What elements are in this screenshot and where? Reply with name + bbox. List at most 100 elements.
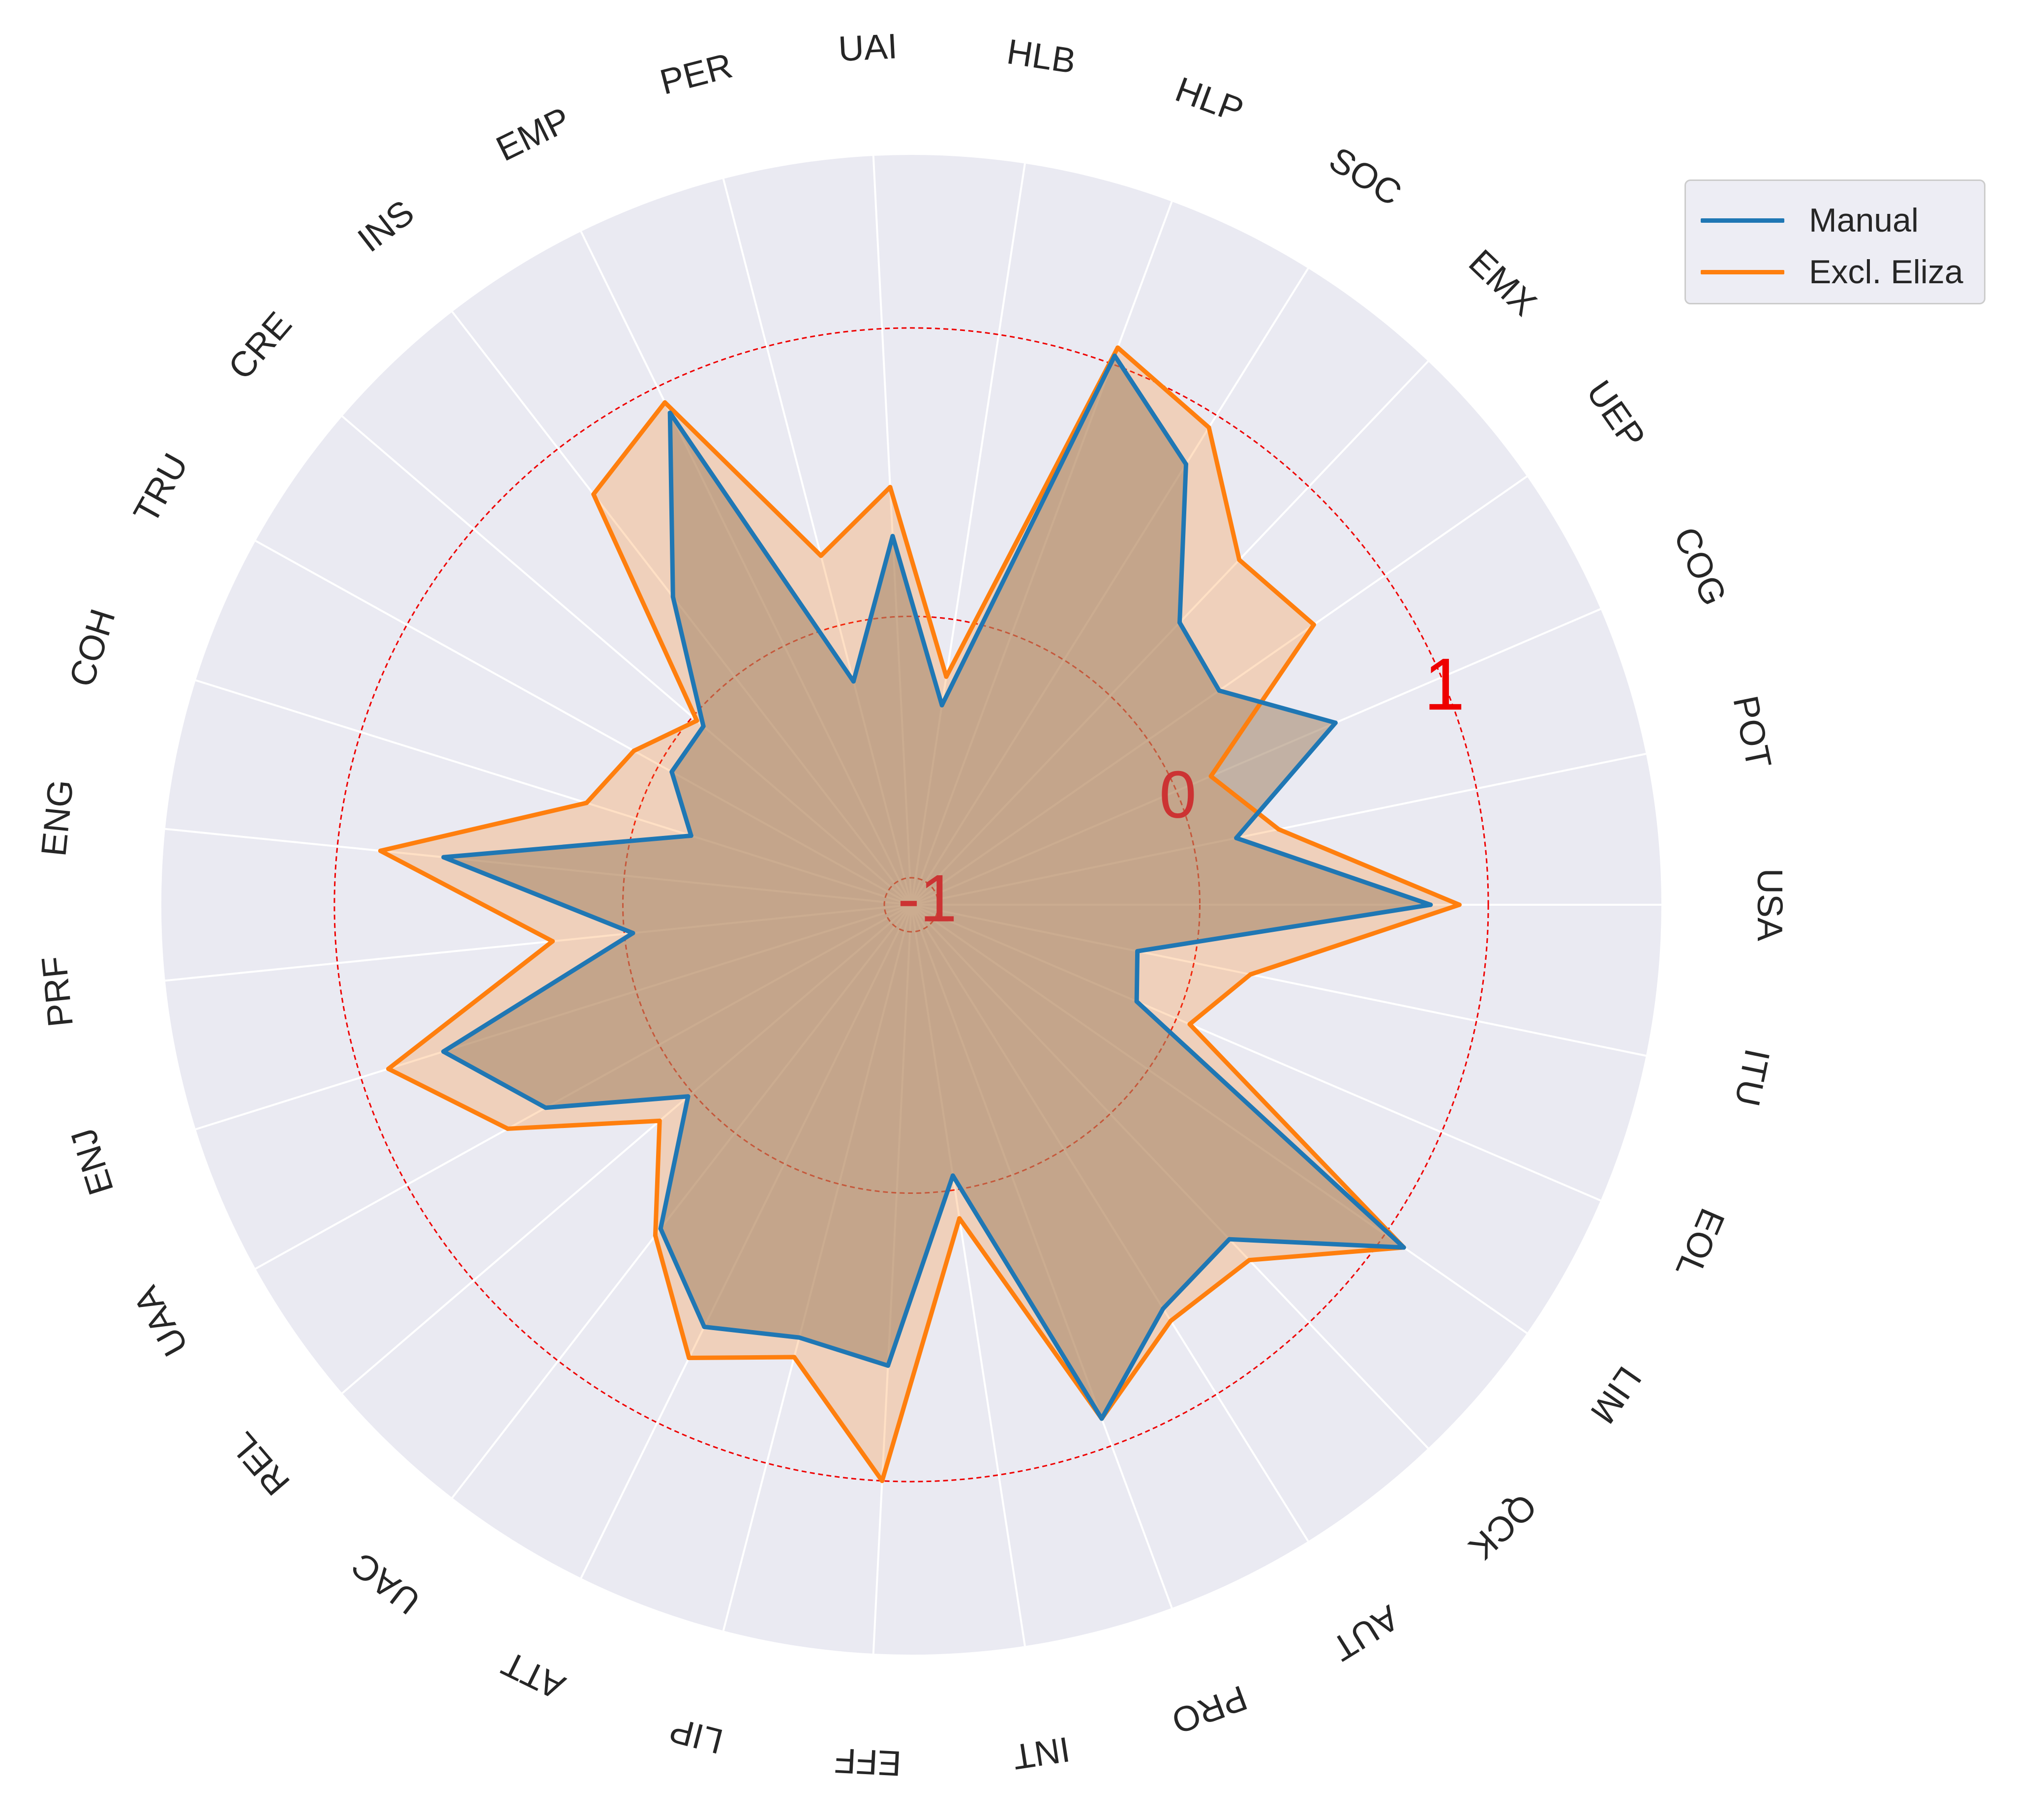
data-point-2-int (957, 1216, 962, 1221)
data-point-1-usa (1428, 902, 1433, 907)
data-point-1-int (950, 1173, 955, 1178)
data-point-2-hlb (944, 674, 949, 679)
data-point-1-aut (1161, 1306, 1166, 1311)
data-point-1-pot (1234, 835, 1239, 840)
data-point-2-qck (1247, 1258, 1252, 1263)
category-label-emp: EMP (490, 100, 576, 169)
category-label-eff: EFF (834, 1740, 902, 1783)
legend-swatch-series-2 (1701, 269, 1784, 274)
data-point-2-enj (386, 1067, 391, 1071)
data-point-2-att (687, 1356, 691, 1361)
ring-tick-label-0: 0 (1159, 757, 1197, 832)
data-point-1-eng (441, 855, 446, 860)
category-label-uac: UAC (344, 1545, 427, 1622)
data-point-1-itu (1135, 949, 1140, 953)
category-label-prf: PRF (34, 954, 81, 1029)
data-point-1-eol (1134, 999, 1139, 1004)
category-label-usa: USA (1750, 868, 1789, 941)
category-label-enj: ENJ (64, 1124, 121, 1200)
category-label-itu: ITU (1727, 1045, 1777, 1109)
series-fill-1 (443, 356, 1431, 1419)
category-label-coh: COH (62, 604, 123, 691)
data-point-2-eff (880, 1479, 885, 1484)
category-label-cre: CRE (221, 305, 300, 387)
series-line-2 (378, 345, 1462, 1484)
category-label-cog: COG (1666, 522, 1734, 611)
data-point-2-prf (550, 939, 555, 944)
data-point-1-pro (1099, 1416, 1104, 1421)
category-label-att: ATT (496, 1643, 571, 1707)
ring-tick-label--1: -1 (898, 861, 957, 936)
data-point-2-eng (378, 848, 383, 853)
data-point-1-qck (1227, 1237, 1232, 1242)
data-point-1-eff (885, 1363, 890, 1368)
data-point-2-cog (1208, 774, 1213, 779)
data-point-2-per (818, 553, 823, 558)
data-point-2-emp (662, 400, 667, 405)
data-point-1-emx (1177, 620, 1182, 625)
data-point-1-rel (686, 1094, 691, 1099)
category-label-uep: UEP (1579, 374, 1653, 456)
data-point-1-lip (797, 1335, 802, 1340)
category-label-aut: AUT (1325, 1598, 1406, 1668)
category-label-lim: LIM (1583, 1360, 1649, 1430)
legend: Manual Excl. Eliza (1684, 179, 1985, 304)
data-point-1-tru (669, 770, 674, 774)
data-point-2-pot (1276, 827, 1281, 832)
legend-label-series-1: Manual (1809, 202, 1919, 239)
category-label-ins: INS (351, 193, 421, 260)
data-point-1-prf (631, 931, 635, 936)
data-point-2-uep (1311, 622, 1316, 627)
category-label-int: INT (1010, 1729, 1073, 1777)
data-point-2-usa (1457, 902, 1462, 907)
data-point-1-soc (1183, 462, 1188, 467)
data-point-2-uai (888, 485, 893, 490)
data-point-2-coh (584, 801, 589, 805)
category-label-rel: REL (223, 1425, 298, 1502)
data-point-2-tru (631, 748, 636, 753)
legend-swatch-series-1 (1701, 218, 1784, 223)
category-label-uai: UAI (838, 27, 899, 69)
category-label-hlp: HLP (1170, 70, 1248, 131)
category-label-soc: SOC (1323, 140, 1409, 213)
category-label-pro: PRO (1167, 1678, 1252, 1741)
data-point-1-cog (1333, 720, 1338, 725)
data-point-1-uaa (543, 1105, 548, 1110)
category-label-emx: EMX (1461, 242, 1544, 323)
ring-tick-label-1: 1 (1424, 643, 1465, 725)
data-point-1-lim (1401, 1245, 1406, 1250)
data-point-1-coh (689, 833, 693, 838)
category-label-lip: LIP (665, 1710, 727, 1761)
category-label-hlb: HLB (1004, 32, 1079, 81)
data-point-2-lip (792, 1355, 797, 1360)
data-point-1-uai (890, 534, 895, 538)
category-label-per: PER (656, 46, 736, 102)
series-layer (378, 345, 1462, 1484)
category-label-pot: POT (1725, 692, 1778, 772)
data-point-2-itu (1248, 972, 1253, 977)
data-point-2-uac (653, 1233, 658, 1238)
data-point-1-hlp (1112, 353, 1117, 358)
legend-item-series-2: Excl. Eliza (1701, 252, 1963, 292)
data-point-2-emx (1237, 558, 1242, 563)
series-line-1 (441, 353, 1433, 1421)
data-point-1-enj (441, 1049, 446, 1054)
data-point-1-ins (670, 594, 675, 599)
data-point-2-hlp (1115, 345, 1120, 350)
data-point-1-att (702, 1324, 707, 1329)
category-label-uaa: UAA (126, 1280, 196, 1363)
data-point-2-soc (1206, 425, 1211, 430)
category-label-qck: QCK (1461, 1486, 1544, 1567)
data-point-2-eol (1187, 1022, 1192, 1027)
data-point-1-uep (1217, 688, 1222, 693)
legend-item-series-1: Manual (1701, 201, 1919, 240)
category-label-eol: EOL (1668, 1203, 1732, 1283)
data-point-1-per (851, 679, 856, 684)
data-point-2-rel (657, 1118, 662, 1123)
data-point-2-cre (694, 718, 699, 723)
data-point-1-hlb (939, 703, 944, 708)
data-point-2-ins (591, 492, 596, 497)
data-point-2-uaa (505, 1126, 510, 1131)
legend-label-series-2: Excl. Eliza (1809, 253, 1963, 291)
